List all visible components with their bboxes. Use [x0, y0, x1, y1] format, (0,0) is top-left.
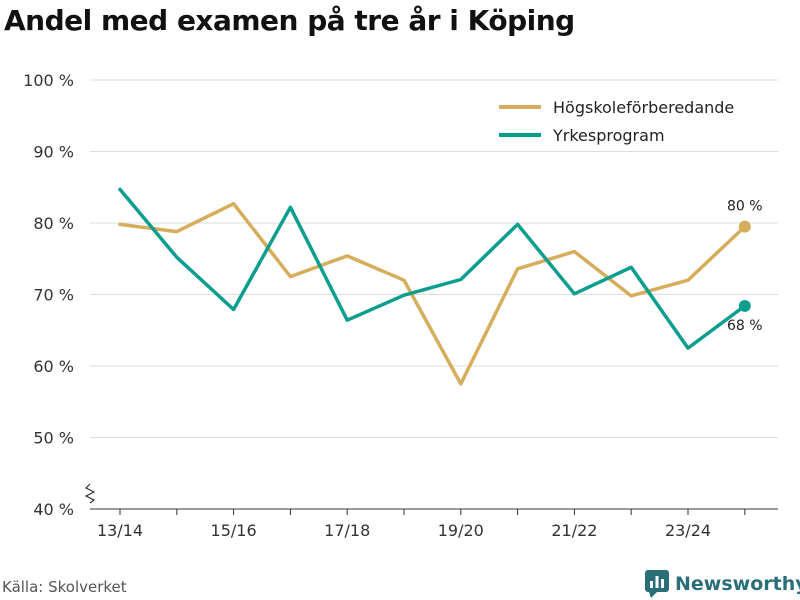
end-markers: 80 % 68 %: [727, 199, 763, 334]
brand-name: Newsworthy: [675, 573, 800, 595]
y-axis-labels: 40 % 50 % 60 % 70 % 80 % 90 % 100 %: [23, 71, 74, 519]
y-tick-label: 40 %: [33, 500, 74, 519]
y-tick-label: 50 %: [33, 429, 74, 448]
series-line-yrkesprogram: [118, 187, 747, 350]
legend-label: Yrkesprogram: [552, 126, 665, 145]
end-value-label: 80 %: [727, 199, 763, 215]
brand-logo[interactable]: Newsworthy: [645, 569, 800, 599]
source-credit: Källa: Skolverket: [2, 578, 127, 596]
end-point-marker: [738, 299, 751, 312]
legend-background: [490, 92, 765, 150]
y-tick-label: 80 %: [33, 214, 74, 233]
x-tick-label: 19/20: [438, 521, 484, 540]
bar-chart-logo-icon: [645, 570, 669, 598]
y-tick-label: 90 %: [33, 143, 74, 162]
x-axis: [84, 483, 778, 515]
end-point-marker: [738, 220, 751, 233]
x-tick-label: 23/24: [665, 521, 711, 540]
x-tick-label: 17/18: [324, 521, 370, 540]
legend: Högskoleförberedande Yrkesprogram: [490, 92, 765, 150]
series-lines: [118, 187, 747, 386]
series-line-hogskoleforberedande: [118, 201, 747, 386]
legend-label: Högskoleförberedande: [553, 98, 734, 117]
x-tick-label: 13/14: [97, 521, 143, 540]
y-tick-label: 100 %: [23, 71, 74, 90]
end-value-label: 68 %: [727, 318, 763, 334]
x-tick-label: 21/22: [551, 521, 597, 540]
x-axis-labels: 13/14 15/16 17/18 19/20 21/22 23/24: [97, 521, 711, 540]
y-tick-label: 60 %: [33, 357, 74, 376]
axis-break-icon: [84, 483, 96, 504]
x-tick-label: 15/16: [211, 521, 257, 540]
chart-title: Andel med examen på tre år i Köping: [4, 4, 575, 37]
gridlines: [90, 79, 778, 438]
y-tick-label: 70 %: [33, 286, 74, 305]
